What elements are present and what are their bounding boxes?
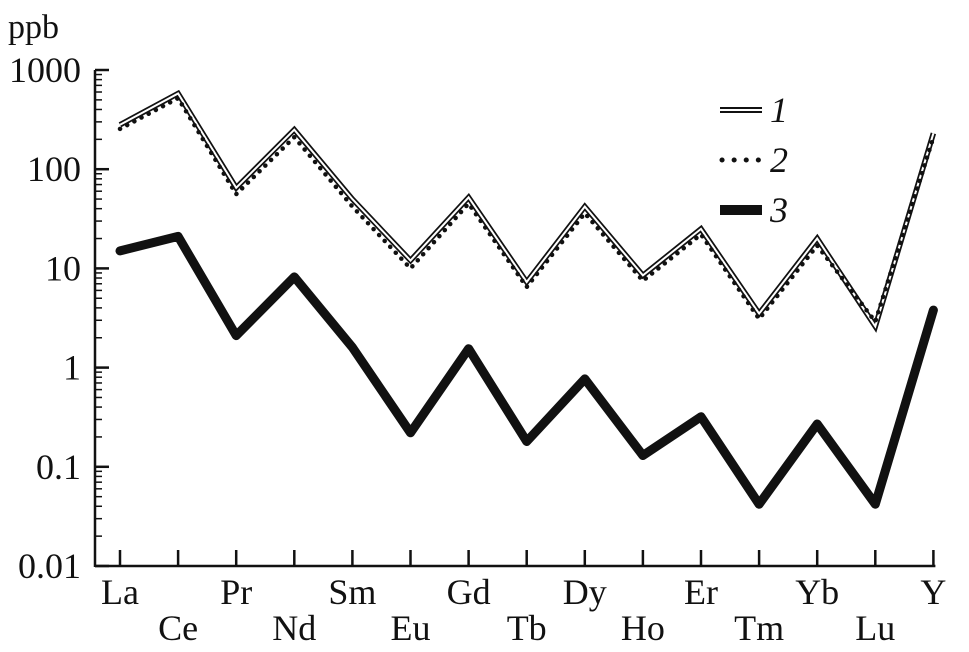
legend: 1 2 3: [719, 90, 788, 230]
y-tick-label: 1000: [9, 50, 81, 90]
x-tick-label-la: La: [101, 572, 139, 612]
x-tick-label-dy: Dy: [563, 572, 607, 612]
x-tick-label-ho: Ho: [621, 608, 665, 648]
x-tick-label-y: Y: [920, 572, 946, 612]
y-tick-label: 10: [45, 248, 81, 288]
x-tick-label-yb: Yb: [795, 572, 839, 612]
series-1-line-inner: [119, 92, 935, 329]
legend-label-2: 2: [770, 140, 788, 180]
x-categories: La Ce Pr Nd Sm Eu Gd Tb Dy Ho Er Tm Yb Lu Y: [101, 550, 946, 648]
x-tick-label-eu: Eu: [391, 608, 431, 648]
y-tick-label: 0.01: [18, 546, 81, 586]
x-tick-label-tb: Tb: [507, 608, 547, 648]
y-axis-unit-label: ppb: [8, 9, 59, 46]
x-tick-label-pr: Pr: [220, 572, 252, 612]
series-3-line: [115, 231, 938, 509]
x-tick-label-sm: Sm: [328, 572, 376, 612]
y-tick-label: 100: [27, 149, 81, 189]
series-1-line-outer: [118, 89, 937, 333]
x-tick-label-ce: Ce: [158, 608, 198, 648]
x-tick-label-nd: Nd: [272, 608, 316, 648]
x-tick-label-lu: Lu: [855, 608, 895, 648]
legend-label-3: 3: [769, 190, 788, 230]
legend-label-1: 1: [770, 90, 788, 130]
y-ticks: 1000 100 10 1 0.1 0.01: [9, 50, 109, 586]
series-lines: [115, 89, 938, 509]
x-tick-label-tm: Tm: [734, 608, 784, 648]
y-tick-label: 1: [63, 348, 81, 388]
x-tick-label-er: Er: [684, 572, 718, 612]
x-tick-label-gd: Gd: [447, 572, 491, 612]
y-tick-label: 0.1: [36, 447, 81, 487]
series-2-line: [117, 95, 936, 327]
